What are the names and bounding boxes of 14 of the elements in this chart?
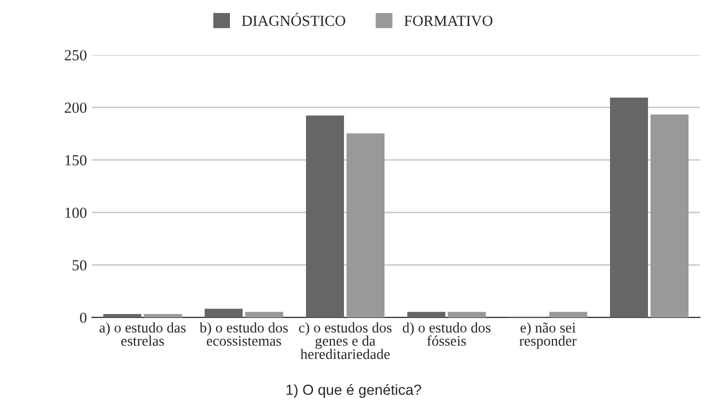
y-tick-label: 100 [65,208,86,218]
y-tick-label: 200 [64,102,86,113]
x-tick-label: c) o estudos dos genes e da hereditariedade [299,322,392,360]
y-tick-label: 50 [72,260,86,270]
x-tick-label: e) não sei responder [519,322,577,349]
legend-label: FORMATIVO [404,16,492,26]
y-tick-label: 250 [64,50,86,60]
x-axis-title: 1) O que é genética? [286,384,422,398]
x-tick-label: d) o estudo dos fósseis [402,322,490,346]
legend-label: DIAGNÓSTICO [242,12,346,26]
y-tick-label: 150 [65,155,86,166]
x-tick-label: b) o estudo dos ecossistemas [200,322,288,346]
y-tick-label: 0 [80,312,86,323]
x-tick-label: a) o estudo das estrelas [100,322,186,346]
